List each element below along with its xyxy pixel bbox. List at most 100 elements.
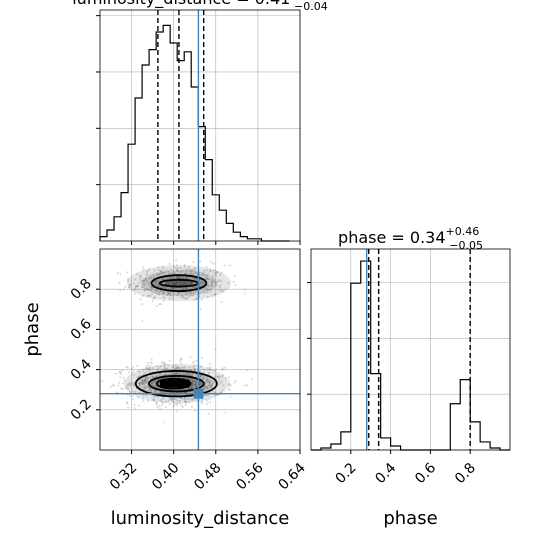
sample-point-703 [193,384,196,387]
sample-point-423 [207,272,210,275]
phase-bar-14 [450,404,460,450]
sample-point-1100 [175,366,178,369]
sample-point-656 [148,389,151,392]
sample-point-147 [189,270,192,273]
sample-point-309 [205,276,208,279]
sample-point-855 [137,370,140,373]
sample-point-964 [229,384,232,387]
sample-point-373 [206,269,209,272]
sample-point-956 [227,384,230,387]
sample-point-340 [172,288,175,291]
sample-point-234 [211,281,214,284]
sample-point-753 [125,402,128,405]
sample-point-281 [162,296,165,299]
sample-point-770 [150,362,153,365]
sample-point-318 [145,288,148,291]
sample-point-107 [198,273,201,276]
sample-point-1154 [187,372,190,375]
sample-point-1232 [156,403,159,406]
sample-point-261 [136,284,139,287]
ld-bar-0 [100,237,107,241]
sample-point-382 [199,308,202,311]
ld-title: luminosity_distance = 0.41+0.05−0.04 [72,0,328,13]
sample-point-291 [154,280,157,283]
sample-point-154 [158,274,161,277]
sample-point-172 [155,281,158,284]
sample-point-1481 [204,380,207,383]
sample-point-1262 [190,405,193,408]
sample-point-874 [205,403,208,406]
ld-bar-14 [198,127,205,241]
sample-point-1076 [172,400,175,403]
sample-point-648 [146,368,149,371]
sample-point-338 [170,276,173,279]
sample-point-669 [207,366,210,369]
sample-point-781 [195,359,198,362]
sample-point-1439 [142,400,145,403]
sample-point-532 [132,366,135,369]
sample-point-696 [151,376,154,379]
sample-point-257 [169,294,172,297]
sample-point-580 [180,362,183,365]
sample-point-649 [179,366,182,369]
sample-point-958 [143,386,146,389]
sample-point-1056 [160,361,163,364]
sample-point-41 [213,269,216,272]
sample-point-275 [138,281,141,284]
sample-point-1180 [161,360,164,363]
sample-point-1293 [151,382,154,385]
sample-point-430 [183,265,186,268]
sample-point-1371 [200,365,203,368]
sample-point-443 [220,301,223,304]
sample-point-350 [171,287,174,290]
sample-point-1327 [198,380,201,383]
sample-point-34 [157,293,160,296]
sample-point-611 [153,390,156,393]
sample-point-1175 [208,372,211,375]
sample-point-414 [214,274,217,277]
sample-point-320 [154,283,157,286]
sample-point-354 [209,291,212,294]
sample-point-743 [133,403,136,406]
sample-point-1220 [142,394,145,397]
ld-bar-9 [163,25,170,241]
sample-point-1216 [182,373,185,376]
sample-point-1177 [187,373,190,376]
sample-point-984 [209,401,212,404]
sample-point-1117 [188,372,191,375]
sample-point-1070 [152,367,155,370]
sample-point-1360 [214,368,217,371]
phase-title: phase = 0.34+0.46 −0.05 [338,225,483,252]
sample-point-1244 [203,378,206,381]
sample-point-225 [150,286,153,289]
sample-point-1161 [198,381,201,384]
sample-point-1181 [168,373,171,376]
sample-point-377 [194,267,197,270]
sample-point-66 [190,282,193,285]
sample-point-407 [244,292,247,295]
sample-point-1467 [234,379,237,382]
sample-point-1254 [131,390,134,393]
sample-point-976 [199,382,202,385]
sample-point-103 [174,282,177,285]
sample-point-1241 [194,386,197,389]
sample-point-1417 [189,378,192,381]
sample-point-297 [177,266,180,269]
sample-point-166 [210,280,213,283]
ld-bar-2 [114,217,121,241]
sample-point-1230 [171,365,174,368]
sample-point-1186 [184,401,187,404]
ld-bar-6 [142,65,149,241]
sample-point-1344 [161,398,164,401]
sample-point-792 [199,375,202,378]
sample-point-543 [246,369,249,372]
sample-point-30 [204,273,207,276]
sample-point-50 [147,277,150,280]
sample-point-481 [155,289,158,292]
sample-point-426 [124,285,127,288]
sample-point-544 [185,401,188,404]
sample-point-1009 [121,388,124,391]
sample-point-1173 [127,406,130,409]
sample-point-1104 [148,369,151,372]
sample-point-609 [142,388,145,391]
